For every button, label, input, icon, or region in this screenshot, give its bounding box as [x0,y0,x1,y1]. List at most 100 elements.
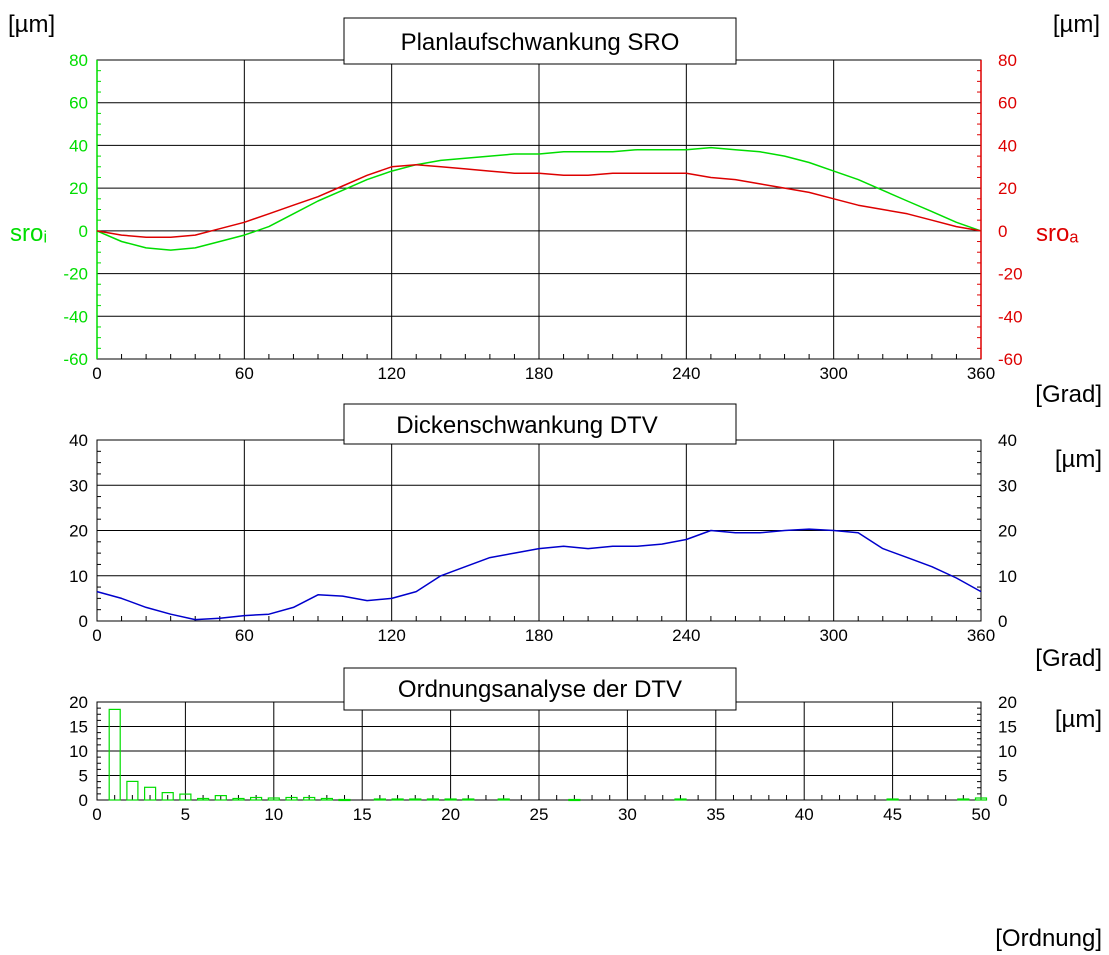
sro-y-tick-label-right: 60 [998,94,1017,113]
sro-y-tick-label-left: 0 [79,222,88,241]
order-y-tick-labels-right: 0 5 10 15 20 [998,693,1017,810]
dtv-y-tick-labels-left: 0 10 20 30 40 [69,431,88,631]
order-x-tick-label: 45 [883,805,902,824]
order-title-box [343,667,737,711]
dtv-y-tick-label-right: 0 [998,612,1007,631]
order-grid [97,702,981,800]
sro-x-tick-label: 180 [525,364,553,383]
order-bar [444,798,457,801]
order-y-tick-label-left: 15 [69,718,88,737]
order-title: Ordnungsanalyse der DTV [398,676,682,703]
order-bar [409,798,422,801]
sro-y-tick-label-left: 20 [69,179,88,198]
sro-x-tick-label: 120 [377,364,405,383]
sro-y-tick-labels-left: -60 -40 -20 0 20 40 60 80 [63,51,88,369]
order-y-tick-labels-left: 0 5 10 15 20 [69,693,88,810]
sro-y-tick-label-right: 80 [998,51,1017,70]
order-bar [197,797,210,801]
sro-minor-ticks [97,70,981,359]
dtv-chart: 0 60 120 180 240 300 360 0 10 20 30 40 0 10 20 30 40 D… [69,403,1102,672]
dtv-y-tick-label-left: 10 [69,567,88,586]
sro-chart: 0 60 120 180 240 300 360 -60 -40 -20 0 20 40 60 80 -6… [8,11,1102,408]
sro-x-tick-label: 60 [235,364,254,383]
order-bar [214,794,227,801]
dtv-y-tick-label-left: 30 [69,476,88,495]
sro-x-tick-label: 300 [819,364,847,383]
sro-y-tick-label-left: 60 [69,94,88,113]
order-bar [267,797,280,801]
order-bar [462,798,475,801]
sro-a-axis-label: sroₐ [1036,220,1079,247]
dtv-x-axis-label: [Grad] [1035,645,1102,672]
order-bar [144,786,157,801]
order-bar [285,796,298,801]
sro-y-tick-label-right: -60 [998,350,1023,369]
order-y-tick-label-right: 5 [998,767,1007,786]
sro-title: Planlaufschwankung SRO [401,29,680,56]
sro-x-tick-label: 360 [967,364,995,383]
order-x-tick-label: 0 [92,805,101,824]
sro-x-tick-labels: 0 60 120 180 240 300 360 [92,364,995,383]
order-bar [674,798,687,801]
order-x-axis-label: [Ordnung] [995,925,1102,952]
dtv-y-tick-label-right: 10 [998,567,1017,586]
dtv-y-tick-label-right: 30 [998,476,1017,495]
sro-series-sro-a [96,163,982,239]
dtv-x-tick-label: 120 [377,626,405,645]
sro-y-tick-label-left: -20 [63,265,88,284]
dtv-title-box [343,403,737,445]
dtv-series-dtv [96,528,982,621]
order-y-tick-label-left: 5 [79,767,88,786]
order-x-tick-label: 5 [181,805,190,824]
order-x-tick-label: 50 [972,805,991,824]
sro-y-tick-label-right: 0 [998,222,1007,241]
sro-y-tick-label-right: 40 [998,136,1017,155]
dtv-unit-right: [µm] [1055,446,1102,473]
sro-y-tick-label-left: 40 [69,136,88,155]
dtv-y-tick-label-right: 20 [998,522,1017,541]
sro-grid [96,60,982,359]
order-y-tick-label-right: 20 [998,693,1017,712]
order-bar [974,797,988,801]
order-y-tick-label-right: 10 [998,742,1017,761]
order-y-tick-label-left: 20 [69,693,88,712]
order-bar [886,798,899,801]
dtv-minor-ticks [97,450,981,621]
sro-series-sro-i [96,146,982,251]
order-bar [957,798,970,801]
order-bar [303,796,316,801]
sro-y-tick-label-right: -20 [998,265,1023,284]
dtv-x-tick-label: 360 [967,626,995,645]
order-bar [179,793,192,801]
sro-y-tick-label-left: -60 [63,350,88,369]
order-y-tick-label-right: 15 [998,718,1017,737]
dtv-series-lines [96,528,982,621]
dtv-title: Dickenschwankung DTV [396,412,657,439]
dtv-x-tick-label: 0 [92,626,101,645]
order-minor-ticks [97,707,981,800]
order-x-tick-label: 35 [706,805,725,824]
order-y-tick-label-left: 10 [69,742,88,761]
sro-y-tick-label-right: 20 [998,179,1017,198]
sro-unit-left: [µm] [8,11,55,38]
sro-i-axis-label: sroᵢ [10,220,47,247]
dtv-x-tick-labels: 0 60 120 180 240 300 360 [92,626,995,645]
order-x-tick-label: 40 [795,805,814,824]
dtv-y-tick-label-right: 40 [998,431,1017,450]
sro-title-box [343,17,737,65]
order-bar [108,708,121,801]
sro-y-tick-label-left: 80 [69,51,88,70]
order-x-tick-labels: 0 5 10 15 20 25 30 35 40 45 50 [92,805,990,824]
order-x-tick-label: 15 [353,805,372,824]
order-bar [338,798,351,802]
dtv-x-tick-label: 300 [819,626,847,645]
order-bar [320,797,333,801]
order-bar [497,798,510,801]
sro-x-axis-label: [Grad] [1035,381,1102,408]
order-bar [568,798,581,802]
order-x-tick-label: 10 [264,805,283,824]
dtv-y-tick-labels-right: 0 10 20 30 40 [998,431,1017,631]
order-bar [126,780,139,801]
sro-x-tick-label: 240 [672,364,700,383]
